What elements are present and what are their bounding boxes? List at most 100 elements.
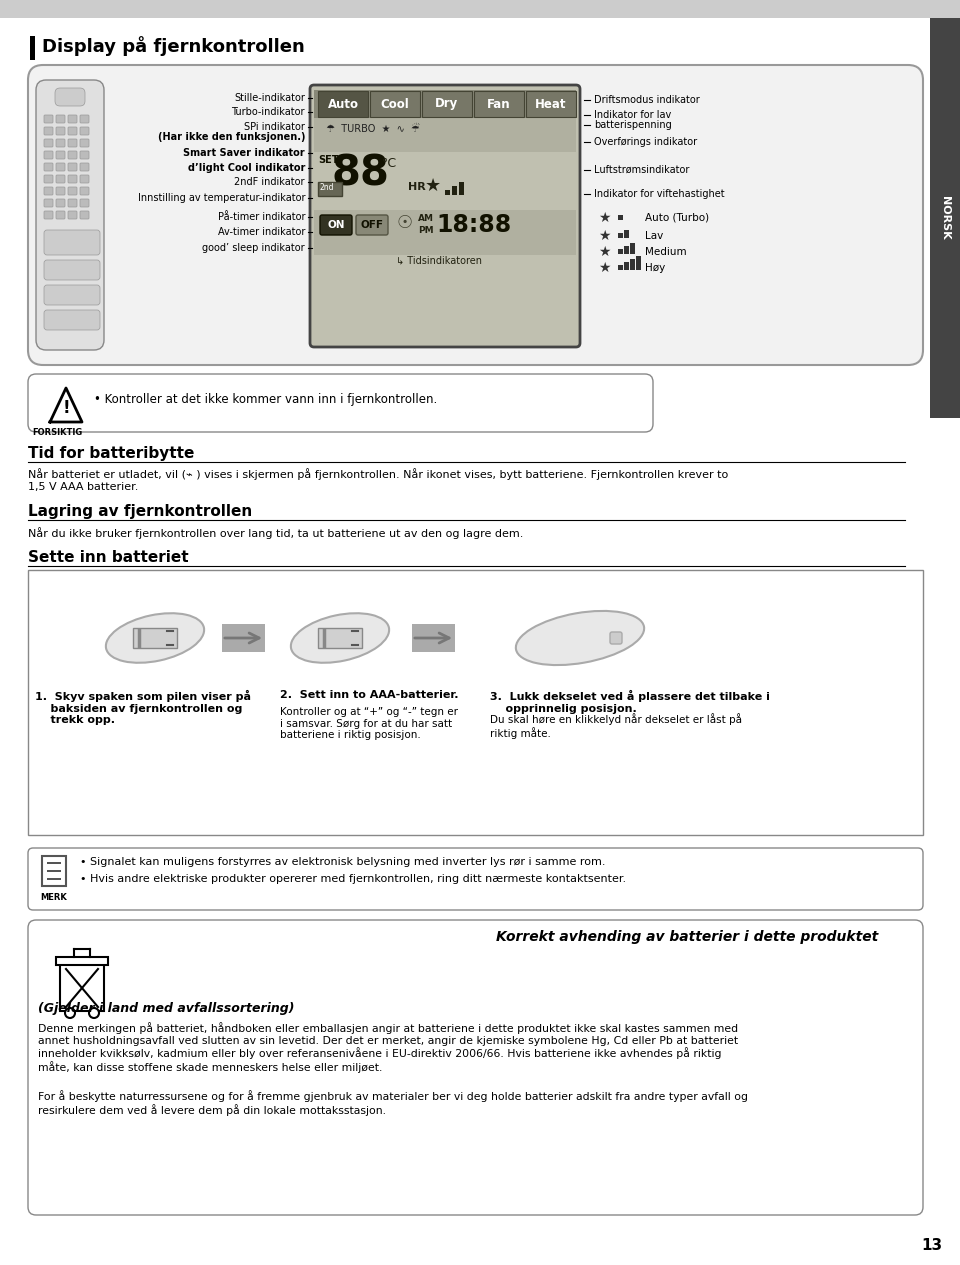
Bar	[474, 91, 524, 116]
Bar	[318, 627, 362, 648]
Bar	[222, 624, 265, 651]
Text: FORSIKTIG: FORSIKTIG	[32, 428, 83, 436]
Text: 3.  Lukk dekselet ved å plassere det tilbake i
    opprinnelig posisjon.: 3. Lukk dekselet ved å plassere det tilb…	[490, 689, 770, 713]
Text: ☉: ☉	[396, 214, 412, 231]
FancyBboxPatch shape	[28, 920, 923, 1214]
Text: ★: ★	[425, 177, 442, 195]
FancyBboxPatch shape	[36, 80, 104, 350]
Text: PM: PM	[418, 226, 434, 235]
Ellipse shape	[291, 614, 389, 663]
Bar	[630, 243, 635, 254]
FancyBboxPatch shape	[44, 261, 100, 280]
FancyBboxPatch shape	[68, 126, 77, 135]
FancyBboxPatch shape	[320, 215, 352, 235]
Text: batterispenning: batterispenning	[594, 120, 672, 130]
Bar	[60, 963, 104, 1011]
FancyBboxPatch shape	[68, 187, 77, 195]
FancyBboxPatch shape	[56, 126, 65, 135]
Bar	[636, 256, 641, 269]
Bar	[459, 182, 464, 195]
FancyBboxPatch shape	[80, 175, 89, 183]
FancyBboxPatch shape	[44, 187, 53, 195]
Text: ★: ★	[598, 245, 611, 259]
Text: Fan: Fan	[487, 97, 511, 110]
Ellipse shape	[65, 1008, 75, 1018]
Bar	[526, 91, 576, 116]
FancyBboxPatch shape	[68, 115, 77, 123]
FancyBboxPatch shape	[80, 139, 89, 147]
Bar	[630, 259, 635, 269]
Text: Av-timer indikator: Av-timer indikator	[218, 226, 305, 237]
Text: Dry: Dry	[436, 97, 459, 110]
Text: 2nd: 2nd	[320, 183, 334, 192]
Text: Overførings indikator: Overførings indikator	[594, 137, 697, 147]
Text: MERK: MERK	[40, 893, 67, 902]
Text: Auto: Auto	[327, 97, 358, 110]
Bar	[0, 0, 960, 18]
Text: 2ndF indikator: 2ndF indikator	[234, 177, 305, 187]
FancyBboxPatch shape	[44, 285, 100, 305]
Text: 13: 13	[922, 1238, 943, 1254]
Text: Medium: Medium	[645, 247, 686, 257]
FancyBboxPatch shape	[56, 199, 65, 207]
FancyBboxPatch shape	[28, 374, 653, 433]
FancyBboxPatch shape	[56, 151, 65, 159]
Text: Når du ikke bruker fjernkontrollen over lang tid, ta ut batteriene ut av den og : Når du ikke bruker fjernkontrollen over …	[28, 528, 523, 539]
FancyBboxPatch shape	[44, 163, 53, 171]
FancyBboxPatch shape	[56, 187, 65, 195]
FancyBboxPatch shape	[28, 848, 923, 910]
Bar	[314, 90, 576, 118]
Bar	[422, 91, 472, 116]
Text: Cool: Cool	[380, 97, 409, 110]
Text: 88: 88	[332, 153, 390, 195]
FancyBboxPatch shape	[68, 139, 77, 147]
Text: ★: ★	[598, 229, 611, 243]
FancyBboxPatch shape	[56, 175, 65, 183]
Text: 1.  Skyv spaken som pilen viser på
    baksiden av fjernkontrollen og
    trekk : 1. Skyv spaken som pilen viser på baksid…	[35, 689, 251, 725]
Text: Luftstrømsindikator: Luftstrømsindikator	[594, 164, 689, 175]
Text: !: !	[62, 398, 70, 417]
Text: good’ sleep indikator: good’ sleep indikator	[203, 243, 305, 253]
FancyBboxPatch shape	[44, 151, 53, 159]
Text: (Har ikke den funksjonen.): (Har ikke den funksjonen.)	[157, 132, 305, 142]
Text: Denne merkingen på batteriet, håndboken eller emballasjen angir at batteriene i : Denne merkingen på batteriet, håndboken …	[38, 1022, 738, 1073]
FancyBboxPatch shape	[80, 151, 89, 159]
Text: SET: SET	[318, 156, 339, 164]
FancyBboxPatch shape	[55, 89, 85, 106]
FancyBboxPatch shape	[56, 115, 65, 123]
Bar	[56, 958, 108, 965]
FancyBboxPatch shape	[80, 115, 89, 123]
Bar	[47, 861, 61, 864]
Text: Heat: Heat	[536, 97, 566, 110]
Text: Indikator for lav: Indikator for lav	[594, 110, 671, 120]
Text: HR: HR	[408, 182, 425, 192]
FancyBboxPatch shape	[80, 126, 89, 135]
FancyBboxPatch shape	[44, 175, 53, 183]
Bar	[445, 190, 450, 195]
Text: Innstilling av temperatur-indikator: Innstilling av temperatur-indikator	[137, 194, 305, 202]
FancyBboxPatch shape	[56, 139, 65, 147]
Bar	[624, 230, 629, 238]
Bar	[618, 249, 623, 254]
FancyBboxPatch shape	[68, 151, 77, 159]
Bar	[47, 878, 61, 880]
Text: (Gjelder i land med avfallssortering): (Gjelder i land med avfallssortering)	[38, 1002, 295, 1015]
FancyBboxPatch shape	[356, 215, 388, 235]
FancyBboxPatch shape	[80, 187, 89, 195]
Bar	[618, 264, 623, 269]
Bar	[930, 18, 960, 417]
Text: • Hvis andre elektriske produkter opererer med fjernkontrollen, ring ditt nærmes: • Hvis andre elektriske produkter operer…	[80, 874, 626, 884]
Ellipse shape	[106, 614, 204, 663]
FancyBboxPatch shape	[44, 211, 53, 219]
Text: ★: ★	[598, 211, 611, 225]
Text: • Signalet kan muligens forstyrres av elektronisk belysning med inverter lys rør: • Signalet kan muligens forstyrres av el…	[80, 856, 606, 867]
FancyBboxPatch shape	[44, 126, 53, 135]
Text: Sette inn batteriet: Sette inn batteriet	[28, 550, 188, 565]
Text: På-timer indikator: På-timer indikator	[218, 213, 305, 221]
FancyBboxPatch shape	[80, 211, 89, 219]
Ellipse shape	[89, 1008, 99, 1018]
Text: Høy: Høy	[645, 263, 665, 273]
Bar	[412, 624, 455, 651]
Bar	[624, 262, 629, 269]
FancyBboxPatch shape	[80, 199, 89, 207]
